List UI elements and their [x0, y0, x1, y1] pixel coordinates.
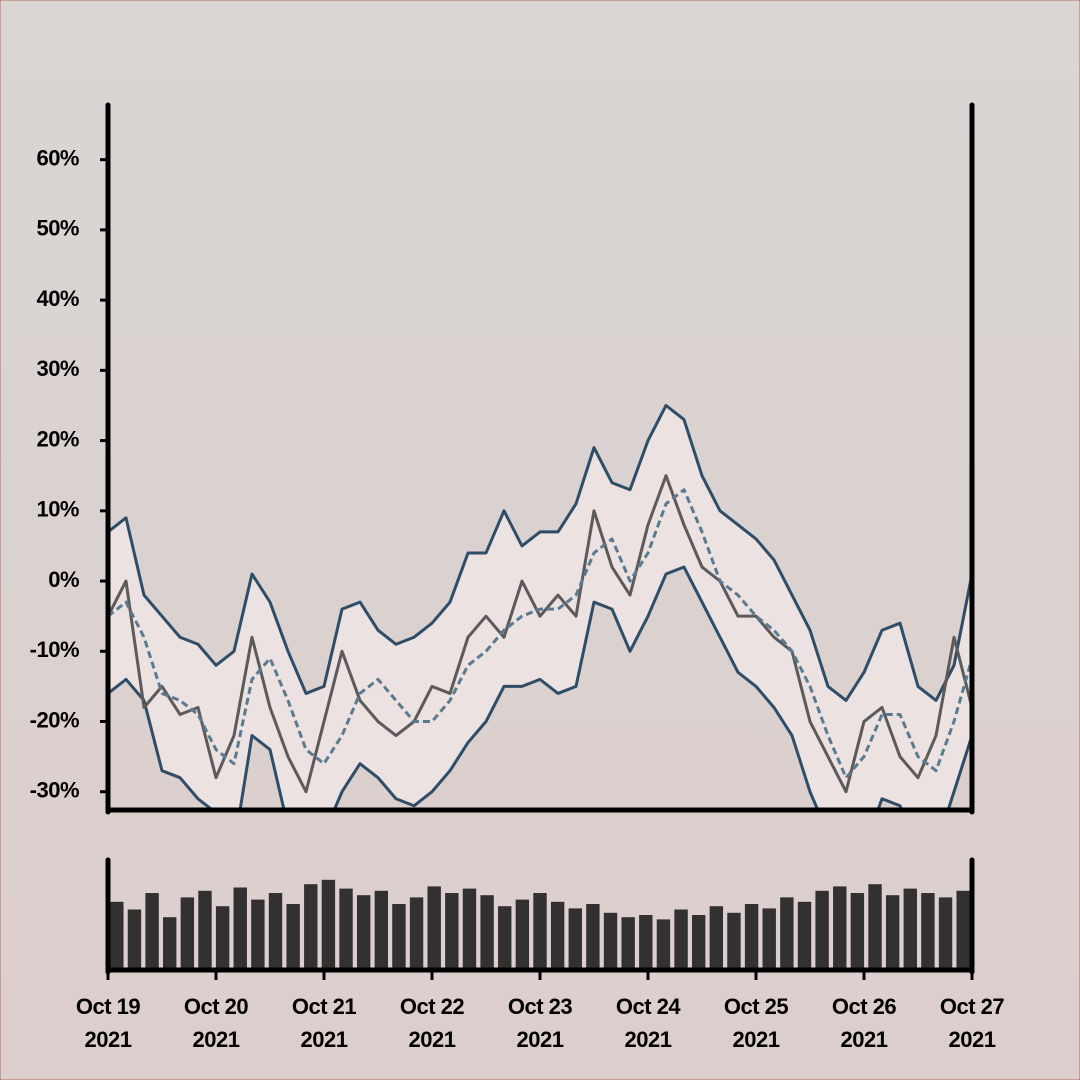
volume-bar	[815, 890, 829, 970]
volume-bar	[850, 893, 865, 970]
upper-line	[108, 403, 972, 702]
volume-bar	[797, 901, 812, 970]
x-tick-label: 2021	[949, 1027, 996, 1052]
x-tick-label: 2021	[409, 1027, 456, 1052]
y-tick-label: 0%	[48, 567, 79, 592]
volume-bar	[515, 899, 530, 970]
volume-bar	[780, 897, 794, 970]
price-line	[108, 474, 972, 794]
volume-area	[110, 879, 970, 970]
volume-bar	[656, 919, 671, 970]
volume-bar	[374, 890, 389, 970]
volume-bar	[180, 897, 195, 970]
y-tick-label: 40%	[36, 286, 79, 311]
volume-bar	[304, 884, 318, 970]
volume-bar	[409, 897, 424, 970]
volume-bar	[498, 906, 512, 970]
x-tick-label: 2021	[625, 1027, 672, 1052]
volume-bar	[921, 893, 935, 970]
plot-area	[108, 403, 972, 810]
y-tick-label: 20%	[36, 426, 79, 451]
volume-bar	[163, 917, 177, 970]
volume-bar	[603, 912, 618, 970]
x-tick-label: Oct 20	[184, 994, 249, 1019]
x-tick-label: Oct 23	[508, 994, 573, 1019]
axes: -30% -20% -10% 0% 10% 20% 30% 40% 50% 60% Oct 19 20…	[30, 102, 1005, 1052]
volume-bar	[885, 895, 900, 970]
volume-bar	[356, 895, 371, 970]
volume-bar	[833, 886, 847, 970]
volume-bar	[251, 899, 265, 970]
volume-bar	[674, 909, 688, 970]
volume-bar	[286, 904, 300, 970]
x-tick-label: Oct 19	[76, 994, 141, 1019]
lower-line	[108, 565, 972, 810]
volume-bar	[691, 915, 706, 970]
volume-bar	[568, 908, 582, 970]
y-tick-label: -30%	[30, 778, 79, 803]
x-tick-label: 2021	[517, 1027, 564, 1052]
volume-bar	[233, 887, 247, 970]
x-tick-label: 2021	[193, 1027, 240, 1052]
volume-bar	[462, 888, 477, 970]
x-tick-label: 2021	[841, 1027, 888, 1052]
average-line	[108, 488, 972, 780]
volume-bar	[903, 888, 917, 970]
volume-bar	[938, 897, 953, 970]
x-tick-label: 2021	[733, 1027, 780, 1052]
x-tick-label: Oct 25	[724, 994, 789, 1019]
volume-bar	[127, 909, 142, 970]
volume-bar	[198, 890, 212, 970]
volume-bar	[392, 904, 406, 970]
volume-bar	[215, 906, 230, 970]
x-tick-label: 2021	[301, 1027, 348, 1052]
x-tick-label: Oct 21	[292, 994, 357, 1019]
volume-bar	[321, 879, 336, 970]
volume-bar	[533, 893, 547, 970]
volume-bar	[586, 904, 600, 970]
y-tick-label: -20%	[30, 707, 79, 732]
x-tick-label: Oct 26	[832, 994, 897, 1019]
x-tick-label: 2021	[85, 1027, 132, 1052]
volume-bar	[956, 890, 970, 970]
volume-bar	[110, 901, 124, 970]
volume-bar	[744, 904, 759, 970]
y-tick-label: 60%	[36, 145, 79, 170]
volume-bar	[550, 901, 565, 970]
y-tick-label: -10%	[30, 637, 79, 662]
volume-bar	[339, 888, 353, 970]
x-tick-label: Oct 24	[616, 994, 682, 1019]
volume-bar	[727, 912, 741, 970]
volume-bar	[268, 893, 283, 970]
volume-bar	[868, 884, 882, 970]
y-tick-label: 10%	[36, 497, 79, 522]
y-tick-label: 30%	[36, 356, 79, 381]
x-tick-label: Oct 27	[940, 994, 1005, 1019]
volume-bar	[445, 893, 459, 970]
x-tick-label: Oct 22	[400, 994, 465, 1019]
volume-bar	[709, 906, 724, 970]
volume-bar	[427, 886, 441, 970]
volume-bar	[145, 893, 159, 970]
volume-bar	[480, 895, 494, 970]
volume-bar	[621, 917, 635, 970]
volume-bar	[762, 908, 776, 970]
volume-bar	[639, 915, 653, 970]
y-tick-label: 50%	[36, 216, 79, 241]
